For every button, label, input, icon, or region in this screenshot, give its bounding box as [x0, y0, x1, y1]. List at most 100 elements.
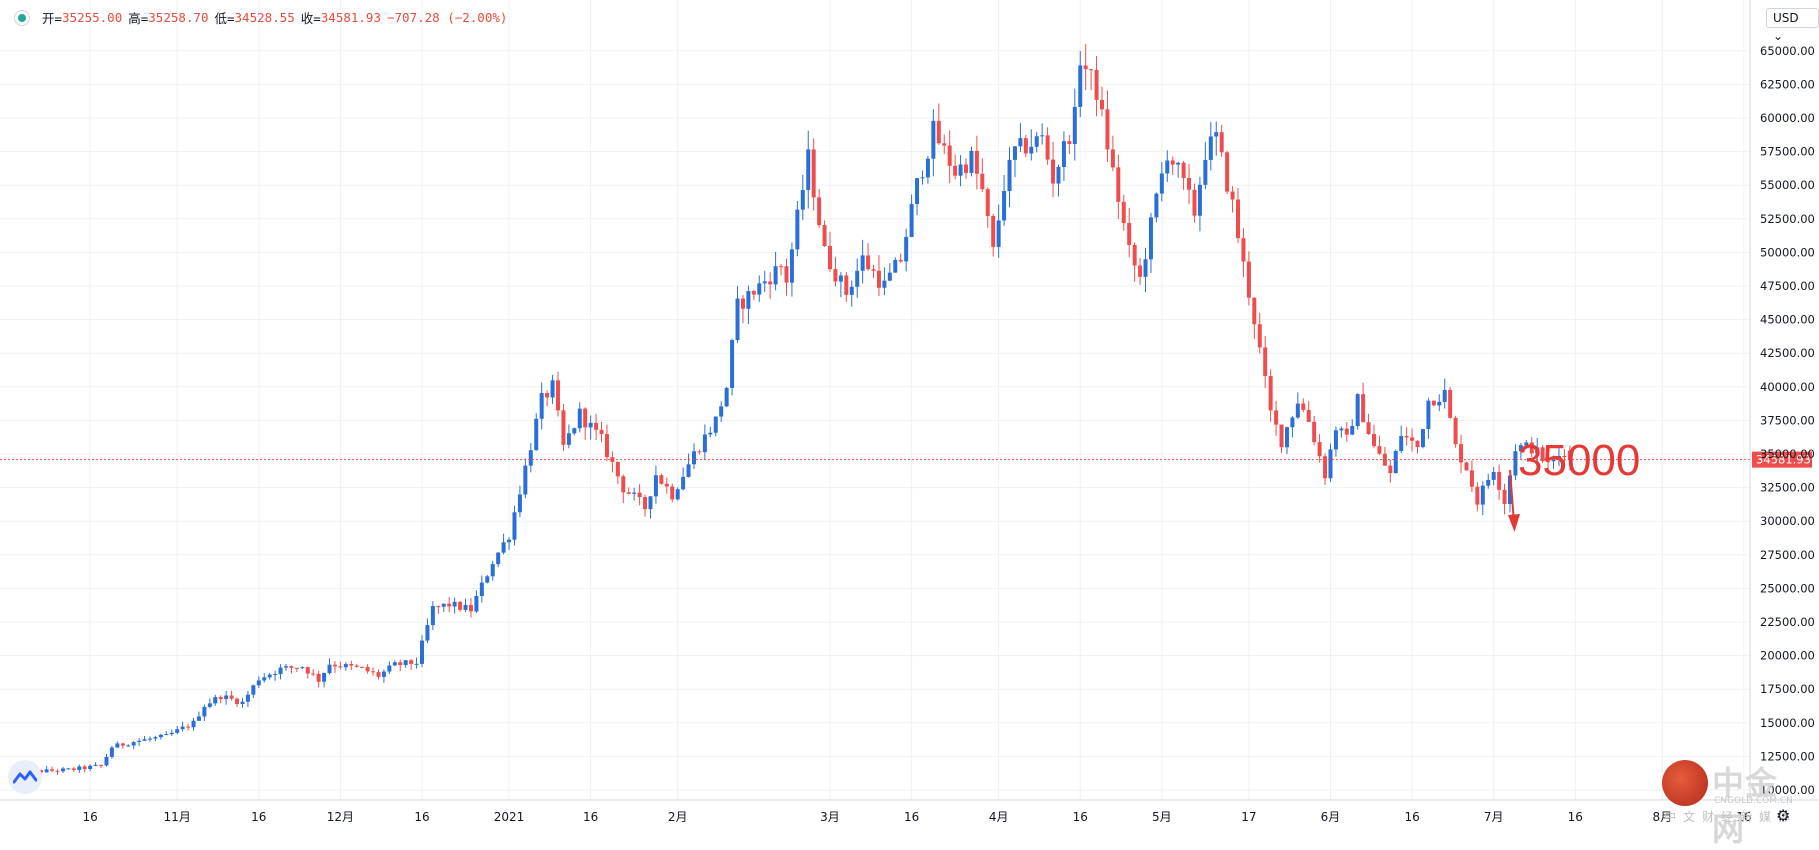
- candle-body: [953, 165, 958, 176]
- y-tick-label: 57500.00: [1760, 145, 1815, 159]
- candle-body: [1426, 400, 1431, 430]
- candle-body: [349, 664, 354, 666]
- chart-canvas[interactable]: 34581.93 10000.00 12500.00 15000.00 17500.0…: [0, 0, 1819, 832]
- candle-body: [550, 380, 555, 398]
- candle-body: [648, 496, 653, 510]
- candle-body: [1306, 409, 1311, 422]
- candle-body: [681, 476, 686, 490]
- candle-body: [191, 720, 196, 728]
- candle-body: [1197, 184, 1202, 216]
- candle-body: [1486, 479, 1491, 486]
- candle-body: [1127, 223, 1132, 245]
- candle-body: [403, 660, 408, 666]
- candle-body: [730, 340, 735, 388]
- candle-body: [120, 743, 125, 746]
- candle-body: [1502, 489, 1507, 504]
- candle-body: [289, 666, 294, 668]
- candle-body: [876, 270, 881, 288]
- x-tick-label: 16: [251, 810, 266, 824]
- candle-body: [1268, 376, 1273, 411]
- y-tick-label: 25000.00: [1760, 581, 1815, 595]
- candle-body: [1301, 403, 1306, 410]
- candle-body: [773, 266, 778, 285]
- x-tick-label: 16: [1736, 810, 1751, 824]
- last-price-line: 34581.93: [0, 451, 1812, 468]
- last-price-badge: [1752, 451, 1812, 468]
- x-tick-label: 4月: [989, 810, 1009, 824]
- candle-body: [1393, 451, 1398, 474]
- candle-body: [1415, 440, 1420, 448]
- candle-body: [915, 178, 920, 205]
- y-tick-label: 17500.00: [1760, 682, 1815, 696]
- candle-body: [1317, 442, 1322, 457]
- candle-body: [1328, 449, 1333, 479]
- candle-body: [463, 604, 468, 610]
- candle-body: [82, 766, 87, 770]
- candle-body: [1143, 259, 1148, 277]
- close-label: 收=: [300, 11, 321, 26]
- candle-body: [1361, 394, 1366, 423]
- grid: [0, 0, 1750, 800]
- candle-body: [1480, 485, 1485, 505]
- candle-body: [1497, 471, 1502, 490]
- candle-body: [1061, 141, 1066, 168]
- candle-body: [430, 606, 435, 626]
- candle-body: [256, 680, 261, 686]
- candle-body: [485, 576, 490, 583]
- candle-body: [452, 601, 457, 607]
- candle-body: [202, 706, 207, 717]
- candle-body: [724, 387, 729, 407]
- candle-body: [169, 732, 174, 735]
- candle-body: [343, 664, 348, 668]
- candle-body: [1508, 475, 1512, 504]
- candlestick-chart[interactable]: 34581.93 10000.00 12500.00 15000.00 17500.0…: [0, 0, 1819, 832]
- candle-body: [1524, 442, 1529, 446]
- candle-body: [1034, 136, 1039, 147]
- x-tick-label: 2021: [494, 810, 525, 824]
- tradingview-logo[interactable]: [8, 760, 42, 794]
- candle-body: [322, 673, 327, 682]
- candle-body: [1023, 138, 1028, 154]
- candle-body: [1121, 201, 1126, 224]
- candle-body: [1562, 455, 1567, 458]
- gear-icon[interactable]: ⚙: [1776, 806, 1791, 825]
- candle-body: [158, 734, 163, 738]
- candle-body: [1078, 65, 1083, 107]
- y-tick-label: 42500.00: [1760, 346, 1815, 360]
- candle-body: [1067, 141, 1072, 144]
- candle-body: [1469, 470, 1474, 487]
- candle-body: [109, 747, 114, 757]
- currency-selector[interactable]: USD ⌄: [1766, 8, 1819, 43]
- x-tick-label: 7月: [1484, 810, 1504, 824]
- candle-body: [947, 145, 952, 166]
- candle-body: [686, 464, 691, 477]
- candle-body: [196, 716, 201, 721]
- candle-body: [768, 281, 773, 285]
- candle-body: [936, 120, 941, 144]
- candle-body: [316, 673, 321, 682]
- candle-body: [164, 734, 169, 736]
- candle-body: [1546, 461, 1551, 463]
- candle-body: [1246, 261, 1251, 298]
- candle-body: [1154, 193, 1159, 218]
- candle-body: [1083, 65, 1088, 70]
- candle-body: [1230, 191, 1235, 200]
- candle-body: [44, 769, 49, 773]
- candle-body: [920, 177, 925, 179]
- symbol-status-icon[interactable]: [14, 9, 30, 26]
- candle-body: [1170, 160, 1175, 165]
- ohlc-legend: 开= 35255.00 高= 35258.70 低= 34528.55 收= 34581…: [14, 8, 507, 27]
- x-tick-label: 2月: [668, 810, 688, 824]
- candle-body: [1339, 428, 1344, 431]
- candle-body: [115, 743, 120, 748]
- candle-body: [1475, 486, 1480, 505]
- candle-body: [1513, 451, 1518, 476]
- candle-body: [409, 660, 414, 664]
- candle-body: [1420, 429, 1425, 448]
- candle-body: [664, 483, 669, 487]
- x-tick-label: 16: [904, 810, 919, 824]
- watermark-cn: 中文财经新媒体: [1664, 810, 1798, 824]
- candle-body: [887, 272, 892, 281]
- candle-body: [632, 492, 637, 494]
- candle-body: [262, 677, 267, 681]
